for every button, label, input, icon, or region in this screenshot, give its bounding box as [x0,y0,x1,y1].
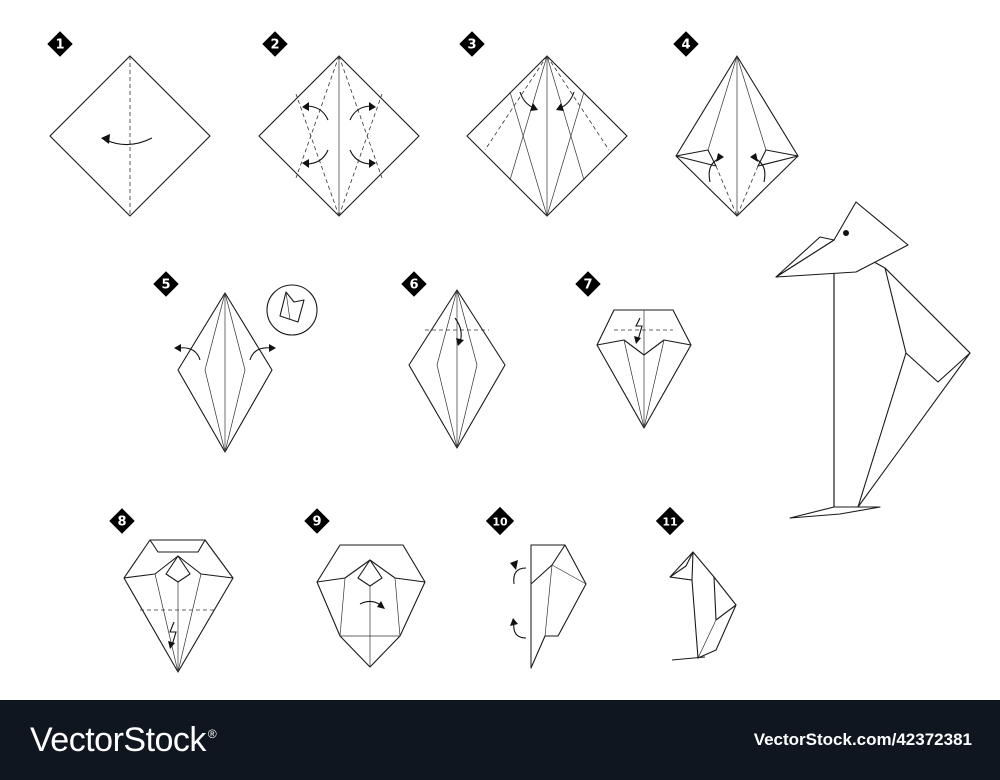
fold-arrow [105,137,153,146]
step-11-diagram [669,551,737,661]
svg-text:8: 8 [117,515,126,530]
svg-text:6: 6 [409,278,418,293]
step-badge-5: 5 [153,271,179,297]
penguin-eye [843,230,849,236]
step-4-diagram [675,55,799,217]
origami-penguin-instructions: 1 2 3 4 5 6 7 8 9 10 11 [47,31,971,673]
step-badge-9: 9 [304,508,330,534]
svg-text:5: 5 [161,278,170,293]
brand-logo: VectorStock ® [30,720,217,759]
step-badge-11: 11 [655,506,685,536]
step-8-diagram [123,539,234,673]
penguin-feet [789,506,881,519]
step-6-diagram [408,289,506,449]
step-3-diagram [466,55,628,217]
step-badge-10: 10 [485,506,515,536]
step-5-diagram [174,284,318,453]
svg-text:9: 9 [312,515,321,530]
step-badge-6: 6 [401,271,427,297]
step-badge-4: 4 [673,31,699,57]
detail-inset [266,284,318,336]
svg-text:1: 1 [55,38,64,53]
penguin-wing [884,267,971,383]
step-10-diagram [510,544,587,669]
finished-penguin [775,201,971,519]
step-7-diagram [596,309,692,429]
image-id-label: VectorStock.com/42372381 [753,730,972,749]
svg-text:11: 11 [662,516,677,529]
svg-text:7: 7 [583,278,592,293]
step-badge-7: 7 [575,271,601,297]
penguin-head [775,201,909,278]
footer-bar: VectorStock ® VectorStock.com/42372381 [0,700,1000,780]
svg-text:3: 3 [467,38,476,53]
svg-text:4: 4 [681,38,690,53]
step-2-diagram [258,55,420,217]
svg-text:2: 2 [270,38,279,53]
step-1-diagram [49,55,211,217]
step-badge-8: 8 [109,508,135,534]
step-badge-1: 1 [47,31,73,57]
step-9-diagram [316,544,426,668]
svg-text:10: 10 [492,516,508,529]
step-badge-3: 3 [459,31,485,57]
step-badge-2: 2 [262,31,288,57]
penguin-back [833,239,971,508]
